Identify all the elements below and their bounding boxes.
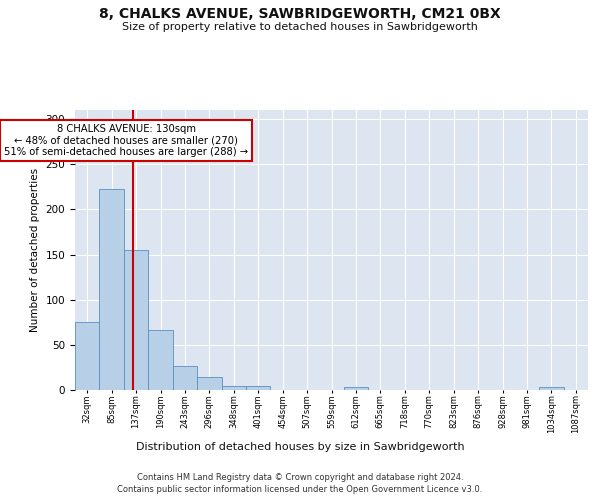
Text: 8 CHALKS AVENUE: 130sqm
← 48% of detached houses are smaller (270)
51% of semi-d: 8 CHALKS AVENUE: 130sqm ← 48% of detache… [4,124,248,156]
Text: Contains public sector information licensed under the Open Government Licence v3: Contains public sector information licen… [118,485,482,494]
Bar [173,366,197,390]
Bar [246,386,271,390]
Bar [75,322,100,390]
Bar [539,388,563,390]
Bar [344,388,368,390]
Bar [221,386,246,390]
Bar [148,330,173,390]
Text: Contains HM Land Registry data © Crown copyright and database right 2024.: Contains HM Land Registry data © Crown c… [137,472,463,482]
Bar [197,378,221,390]
Text: 8, CHALKS AVENUE, SAWBRIDGEWORTH, CM21 0BX: 8, CHALKS AVENUE, SAWBRIDGEWORTH, CM21 0… [99,8,501,22]
Bar [100,190,124,390]
Y-axis label: Number of detached properties: Number of detached properties [30,168,40,332]
Text: Distribution of detached houses by size in Sawbridgeworth: Distribution of detached houses by size … [136,442,464,452]
Bar [124,250,148,390]
Text: Size of property relative to detached houses in Sawbridgeworth: Size of property relative to detached ho… [122,22,478,32]
